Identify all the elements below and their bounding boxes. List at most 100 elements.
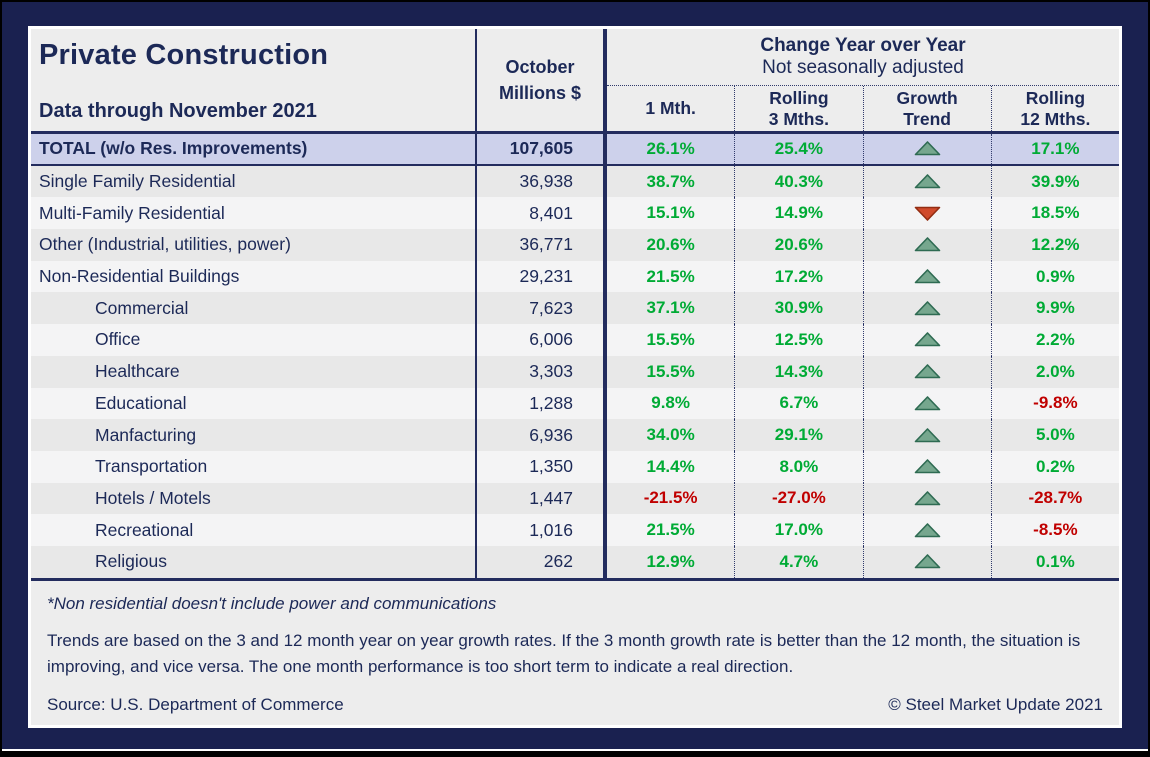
column-header-line: Rolling	[769, 87, 829, 108]
pct-rolling-3mths: 14.3%	[734, 355, 862, 388]
down-trend-icon	[914, 206, 940, 221]
growth-trend-cell	[862, 482, 991, 515]
column-header-line: 1 Mth.	[645, 98, 696, 118]
column-header-12mths: Rolling 12 Mths.	[990, 86, 1119, 131]
table-row: Non-Residential Buildings 29,231 21.5% 17.2…	[31, 260, 1119, 293]
column-header-line: 3 Mths.	[768, 108, 830, 129]
table-header: Private Construction Data through Novemb…	[31, 29, 1119, 134]
column-header-3mths: Rolling 3 Mths.	[734, 86, 862, 131]
table-row: TOTAL (w/o Res. Improvements) 107,605 26.1…	[31, 134, 1119, 166]
pct-rolling-3mths: 30.9%	[734, 292, 862, 325]
growth-trend-cell	[862, 514, 991, 546]
row-label: Office	[31, 324, 477, 356]
row-value-millions: 7,623	[477, 292, 607, 325]
copyright-text: © Steel Market Update 2021	[888, 695, 1103, 714]
row-label: Commercial	[31, 292, 477, 325]
row-value-millions: 1,447	[477, 482, 607, 515]
row-value-millions: 8,401	[477, 197, 607, 230]
pct-1mth: 34.0%	[646, 425, 695, 445]
page-subtitle: Data through November 2021	[39, 100, 317, 122]
column-header-line2: Millions $	[498, 83, 581, 103]
pct-1mth: 15.1%	[646, 203, 695, 223]
growth-trend-cell	[862, 355, 991, 388]
change-year-over-year-section: Change Year over Year Not seasonally adj…	[607, 29, 1119, 131]
table-row: Manfacturing 6,936 34.0% 29.1% 5.0%	[31, 419, 1119, 451]
pct-rolling-12mths: 0.2%	[990, 450, 1119, 483]
table-row: Religious 262 12.9% 4.7% 0.1%	[31, 545, 1119, 578]
table-row: Hotels / Motels 1,447 -21.5% -27.0% -28.7%	[31, 482, 1119, 515]
row-value-millions: 1,350	[477, 450, 607, 483]
pct-rolling-3mths: 25.4%	[734, 134, 862, 164]
growth-trend-cell	[862, 387, 991, 420]
up-trend-icon	[914, 396, 940, 411]
pct-rolling-12mths: 0.1%	[990, 545, 1119, 578]
footnote-non-residential: *Non residential doesn't include power a…	[47, 593, 497, 613]
table-row: Office 6,006 15.5% 12.5% 2.2%	[31, 324, 1119, 356]
pct-1mth: 37.1%	[646, 298, 695, 318]
pct-1mth: 15.5%	[646, 361, 695, 381]
growth-trend-cell	[862, 450, 991, 483]
pct-rolling-3mths: -27.0%	[734, 482, 862, 515]
pct-rolling-12mths: 0.9%	[990, 260, 1119, 293]
growth-trend-cell	[862, 292, 991, 325]
table-row: Healthcare 3,303 15.5% 14.3% 2.0%	[31, 355, 1119, 388]
pct-rolling-12mths: 39.9%	[990, 165, 1119, 198]
column-header-line: Trend	[903, 108, 951, 129]
pct-rolling-12mths: 17.1%	[990, 134, 1119, 164]
row-label: Hotels / Motels	[31, 482, 477, 515]
pct-1mth: 26.1%	[646, 138, 695, 158]
row-label: Other (Industrial, utilities, power)	[31, 229, 477, 261]
up-trend-icon	[914, 332, 940, 347]
table-body: TOTAL (w/o Res. Improvements) 107,605 26.1…	[31, 134, 1119, 581]
pct-1mth: 21.5%	[646, 266, 695, 286]
title-cell: Private Construction Data through Novemb…	[31, 29, 477, 131]
pct-1mth: -21.5%	[643, 488, 698, 508]
pct-rolling-12mths: 12.2%	[990, 229, 1119, 261]
up-trend-icon	[914, 364, 940, 379]
row-label: Transportation	[31, 450, 477, 483]
pct-1mth: 20.6%	[646, 234, 695, 254]
pct-1mth: 14.4%	[646, 456, 695, 476]
private-construction-table: Private Construction Data through Novemb…	[28, 26, 1122, 728]
pct-1mth: 9.8%	[651, 393, 690, 413]
table-footer: *Non residential doesn't include power a…	[31, 581, 1119, 725]
row-value-millions: 262	[477, 545, 607, 578]
row-value-millions: 1,288	[477, 387, 607, 420]
column-header-line: Growth	[896, 87, 958, 108]
row-value-millions: 29,231	[477, 260, 607, 293]
source-row: Source: U.S. Department of Commerce © St…	[47, 695, 1103, 715]
pct-rolling-3mths: 20.6%	[734, 229, 862, 261]
pct-1mth: 15.5%	[646, 329, 695, 349]
row-value-millions: 3,303	[477, 355, 607, 388]
table-row: Transportation 1,350 14.4% 8.0% 0.2%	[31, 450, 1119, 483]
column-header-october-millions: October Millions $	[477, 29, 607, 131]
up-trend-icon	[914, 427, 940, 442]
pct-1mth: 38.7%	[646, 171, 695, 191]
row-label: Non-Residential Buildings	[31, 260, 477, 293]
row-label: Healthcare	[31, 355, 477, 388]
column-header-1mth: 1 Mth.	[607, 86, 734, 131]
pct-rolling-12mths: -28.7%	[990, 482, 1119, 515]
pct-rolling-12mths: 2.2%	[990, 324, 1119, 356]
pct-rolling-12mths: 2.0%	[990, 355, 1119, 388]
growth-trend-cell	[862, 165, 991, 198]
table-row: Commercial 7,623 37.1% 30.9% 9.9%	[31, 292, 1119, 325]
growth-trend-cell	[862, 134, 991, 164]
row-value-millions: 1,016	[477, 514, 607, 546]
change-subcolumn-headers: 1 Mth. Rolling 3 Mths. Growth Trend Rolling 12…	[607, 86, 1119, 131]
pct-rolling-12mths: 18.5%	[990, 197, 1119, 230]
pct-rolling-12mths: -9.8%	[990, 387, 1119, 420]
up-trend-icon	[914, 459, 940, 474]
column-header-line: 12 Mths.	[1020, 108, 1091, 129]
up-trend-icon	[914, 141, 940, 156]
row-label: Educational	[31, 387, 477, 420]
table-row: Other (Industrial, utilities, power) 36,7…	[31, 229, 1119, 261]
pct-rolling-3mths: 17.0%	[734, 514, 862, 546]
growth-trend-cell	[862, 197, 991, 230]
row-label: Recreational	[31, 514, 477, 546]
pct-rolling-3mths: 14.9%	[734, 197, 862, 230]
source-text: Source: U.S. Department of Commerce	[47, 695, 344, 714]
row-label: Multi-Family Residential	[31, 197, 477, 230]
up-trend-icon	[914, 237, 940, 252]
